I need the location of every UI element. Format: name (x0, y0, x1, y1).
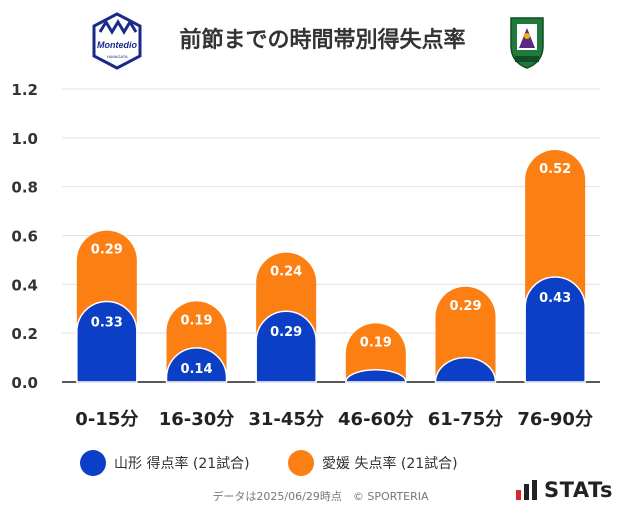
bar-chart: 0.0 0.2 0.4 0.6 0.8 1.0 1.2 0.29 0.33 0-15分 0.19 0.… (11, 81, 600, 430)
x-category-label: 61-75分 (428, 409, 504, 430)
away-team-logo (510, 17, 544, 69)
home-logo-subtext: YAMAGATA (106, 54, 128, 59)
legend-label-home: 山形 得点率 (21試合) (114, 456, 250, 472)
y-tick-label: 0.8 (11, 179, 38, 197)
data-label-home: 0.29 (270, 325, 302, 340)
bar-home-2 (165, 347, 228, 383)
data-label-away: 0.19 (180, 313, 212, 328)
x-category-label: 16-30分 (159, 409, 235, 430)
y-tick-label: 0.4 (11, 276, 38, 294)
legend-swatch-away (288, 450, 314, 476)
legend-item-home: 山形 得点率 (21試合) (80, 450, 250, 476)
legend-item-away: 愛媛 失点率 (21試合) (288, 450, 458, 476)
bar-home-4 (345, 369, 407, 383)
data-label-home: 0.33 (91, 315, 123, 330)
data-label-away: 0.24 (270, 265, 302, 280)
bar-away-4 (345, 323, 406, 382)
stats-brand: STATs (516, 478, 613, 502)
x-category-label: 76-90分 (517, 409, 593, 430)
stats-brand-text: STATs (544, 478, 613, 502)
y-tick-label: 0.6 (11, 228, 38, 246)
stats-logo-icon (516, 480, 537, 500)
data-label-away: 0.52 (539, 162, 571, 177)
chart-title: 前節までの時間帯別得失点率 (179, 28, 466, 53)
bar-home-1 (76, 300, 138, 383)
home-team-logo: Montedio YAMAGATA (92, 12, 142, 70)
x-category-label: 46-60分 (338, 409, 414, 430)
home-logo-text: Montedio (97, 40, 137, 50)
data-label-away: 0.29 (449, 299, 481, 314)
data-label-away: 0.29 (91, 243, 123, 258)
data-label-home: 0.14 (180, 362, 212, 377)
x-category-label: 0-15分 (75, 409, 138, 430)
data-label-away: 0.19 (360, 335, 392, 350)
bar-away-5 (435, 286, 496, 382)
legend-swatch-home (80, 450, 106, 476)
footer-note: データは2025/06/29時点 © SPORTERIA (212, 490, 429, 503)
data-label-home: 0.43 (539, 291, 571, 306)
y-tick-label: 1.2 (11, 81, 38, 99)
bar-home-5 (434, 356, 497, 383)
legend-label-away: 愛媛 失点率 (21試合) (322, 456, 458, 472)
bar-home-3 (255, 310, 317, 383)
y-tick-label: 0.2 (11, 325, 38, 343)
y-tick-label: 1.0 (11, 130, 38, 148)
bar-home-6 (524, 276, 586, 383)
x-category-label: 31-45分 (248, 409, 324, 430)
y-tick-label: 0.0 (11, 374, 38, 392)
